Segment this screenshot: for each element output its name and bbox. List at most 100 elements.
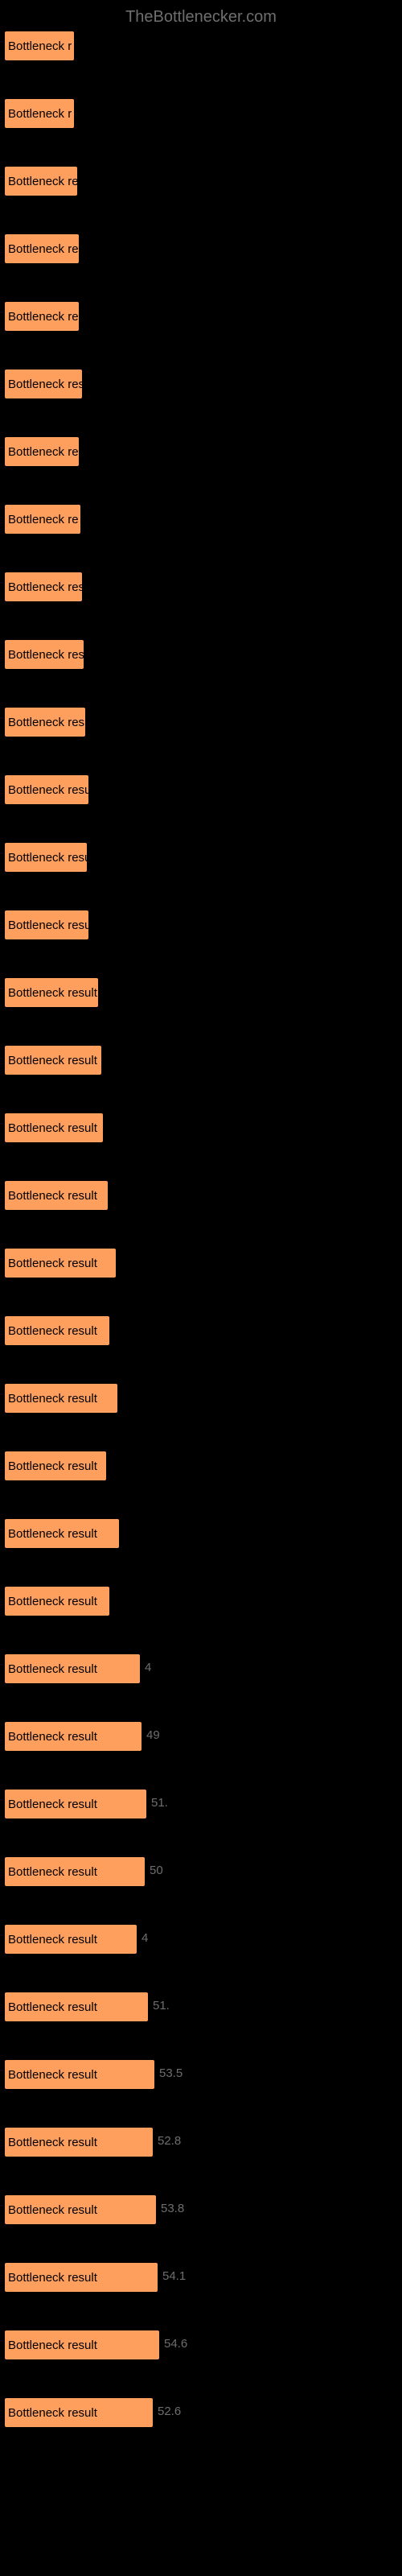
bar-row: Bottleneck res [5,708,397,737]
bar-label: Bottleneck result [5,1730,97,1744]
bar-label: Bottleneck resu [5,783,88,797]
bar-label: Bottleneck result [5,1459,97,1473]
bar-row: Bottleneck result [5,1519,397,1548]
bar-row: Bottleneck result [5,1587,397,1616]
bar-row: Bottleneck result 49 [5,1722,397,1751]
bar: Bottleneck res [5,640,84,669]
bar-label: Bottleneck result [5,2339,97,2352]
bar: Bottleneck res [5,708,85,737]
bar-row: Bottleneck result [5,1181,397,1210]
bar-label: Bottleneck result [5,986,97,1000]
bar: Bottleneck result [5,1857,145,1886]
bar: Bottleneck re [5,302,79,331]
bar-label: Bottleneck result [5,1595,97,1608]
bar: Bottleneck r [5,31,74,60]
bar-row: Bottleneck result [5,1113,397,1142]
bar-label: Bottleneck r [5,107,72,121]
bar-label: Bottleneck result [5,1121,97,1135]
bar-label: Bottleneck result [5,2068,97,2082]
bar: Bottleneck re [5,437,79,466]
bar-label: Bottleneck re [5,175,77,188]
bar-label: Bottleneck result [5,1324,97,1338]
bar-row: Bottleneck result 51. [5,1992,397,2021]
bar-row: Bottleneck re [5,302,397,331]
bar-value-label: 52.6 [153,2405,181,2418]
bar-label: Bottleneck res [5,580,82,594]
bar: Bottleneck result [5,1722,142,1751]
bar: Bottleneck res [5,369,82,398]
bar-row: Bottleneck result 54.6 [5,2330,397,2359]
bar-label: Bottleneck res [5,716,84,729]
bar-row: Bottleneck re [5,437,397,466]
bar: Bottleneck result [5,1181,108,1210]
bar: Bottleneck result [5,1925,137,1954]
bar-value-label: 51. [146,1796,168,1810]
page-title: TheBottlenecker.com [0,0,402,31]
bar-row: Bottleneck result [5,1384,397,1413]
bar-label: Bottleneck result [5,1798,97,1811]
bar-label: Bottleneck result [5,1392,97,1406]
bar: Bottleneck re [5,167,77,196]
bar-row: Bottleneck resu [5,910,397,939]
bar-value-label: 51. [148,1999,170,2013]
bar-label: Bottleneck re [5,242,79,256]
bar-row: Bottleneck result 51. [5,1790,397,1818]
bar-value-label: 4 [140,1661,151,1674]
bar: Bottleneck result [5,1992,148,2021]
bar-row: Bottleneck result [5,1046,397,1075]
bar-row: Bottleneck r [5,31,397,60]
bar-label: Bottleneck result [5,1527,97,1541]
bar-row: Bottleneck result50 [5,1857,397,1886]
bar-label: Bottleneck resu [5,851,87,865]
bar: Bottleneck result [5,1790,146,1818]
bar: Bottleneck resu [5,775,88,804]
bar-value-label: 54.1 [158,2269,186,2283]
bar-row: Bottleneck result [5,978,397,1007]
bar-label: Bottleneck result [5,1257,97,1270]
bar: Bottleneck r [5,99,74,128]
bar-label: Bottleneck re [5,513,79,526]
bar-label: Bottleneck result [5,2203,97,2217]
bar-row: Bottleneck result52.8 [5,2128,397,2157]
bar-row: Bottleneck resu [5,843,397,872]
bar-row: Bottleneck res [5,640,397,669]
bottleneck-bar-chart: Bottleneck r Bottleneck r Bottleneck re Bot… [0,31,402,2482]
bar-row: Bottleneck res [5,572,397,601]
bar: Bottleneck resu [5,843,87,872]
bar: Bottleneck result [5,978,98,1007]
bar-label: Bottleneck result [5,2271,97,2285]
bar-label: Bottleneck re [5,310,79,324]
bar-label: Bottleneck result [5,1933,97,1946]
bar-label: Bottleneck re [5,445,79,459]
bar-label: Bottleneck resu [5,919,88,932]
bar-label: Bottleneck result [5,1054,97,1067]
bar-row: Bottleneck re [5,234,397,263]
bar-value-label: 53.5 [154,2066,183,2080]
bar-row: Bottleneck resu [5,775,397,804]
bar-value-label: 52.8 [153,2134,181,2148]
bar-row: Bottleneck res [5,369,397,398]
bar-row: Bottleneck result 53.8 [5,2195,397,2224]
bar: Bottleneck re [5,234,79,263]
bar: Bottleneck result [5,2398,153,2427]
bar: Bottleneck result [5,2263,158,2292]
bar: Bottleneck resu [5,910,88,939]
bar-value-label: 54.6 [159,2337,187,2351]
bar-row: Bottleneck result 4 [5,1654,397,1683]
bar-row: Bottleneck re [5,505,397,534]
bar-row: Bottleneck result 54.1 [5,2263,397,2292]
bar-value-label: 53.8 [156,2202,184,2215]
bar-label: Bottleneck result [5,1662,97,1676]
bar-label: Bottleneck result [5,2406,97,2420]
bar: Bottleneck result [5,1046,101,1075]
bar: Bottleneck result [5,1654,140,1683]
bar-label: Bottleneck result [5,1189,97,1203]
bar-label: Bottleneck result [5,2000,97,2014]
bar: Bottleneck result [5,2195,156,2224]
bar: Bottleneck result [5,2330,159,2359]
bar: Bottleneck result [5,1113,103,1142]
bar: Bottleneck result [5,1519,119,1548]
bar-label: Bottleneck res [5,378,82,391]
bar: Bottleneck result [5,1316,109,1345]
bar-value-label: 49 [142,1728,160,1742]
